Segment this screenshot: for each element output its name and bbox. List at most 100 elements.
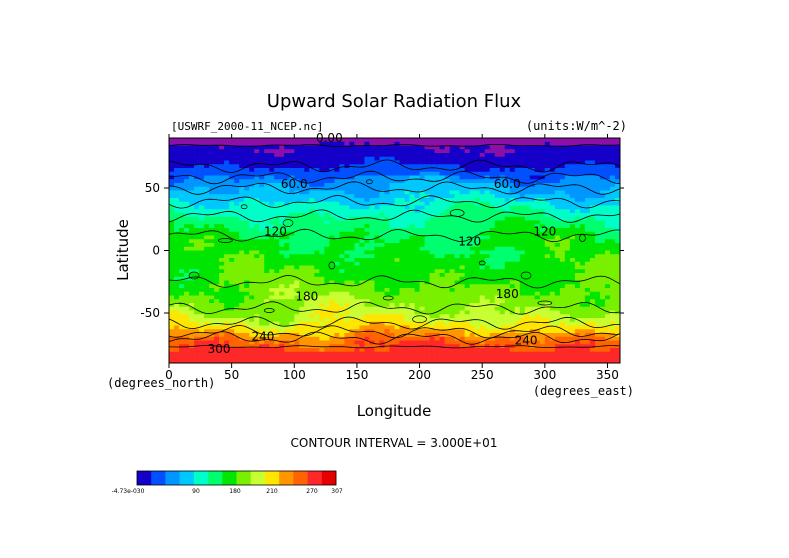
- heatmap-cell: [339, 186, 345, 191]
- heatmap-cell: [424, 168, 430, 173]
- heatmap-cell: [344, 276, 350, 281]
- heatmap-cell: [179, 220, 185, 225]
- heatmap-cell: [589, 224, 596, 229]
- heatmap-cell: [424, 295, 430, 300]
- heatmap-cell: [284, 265, 290, 270]
- heatmap-cell: [239, 145, 245, 150]
- heatmap-cell: [409, 318, 415, 323]
- heatmap-cell: [189, 284, 195, 289]
- heatmap-cell: [499, 314, 506, 319]
- heatmap-cell: [194, 209, 200, 214]
- heatmap-cell: [594, 145, 601, 150]
- heatmap-cell: [609, 333, 616, 338]
- heatmap-cell: [389, 261, 395, 266]
- heatmap-cell: [349, 138, 355, 143]
- heatmap-cell: [439, 265, 445, 270]
- heatmap-cell: [604, 306, 611, 311]
- heatmap-cell: [344, 168, 350, 173]
- heatmap-cell: [249, 213, 255, 218]
- heatmap-cell: [599, 261, 606, 266]
- heatmap-cell: [604, 198, 611, 203]
- heatmap-cell: [369, 213, 375, 218]
- heatmap-cell: [394, 254, 400, 259]
- heatmap-cell: [209, 344, 215, 349]
- heatmap-cell: [449, 228, 455, 233]
- heatmap-cell: [304, 318, 310, 323]
- heatmap-cell: [399, 164, 405, 169]
- heatmap-cell: [609, 299, 616, 304]
- heatmap-cell: [309, 171, 315, 176]
- heatmap-cell: [414, 280, 420, 285]
- heatmap-cell: [434, 258, 440, 263]
- heatmap-cell: [349, 145, 355, 150]
- heatmap-cell: [214, 156, 220, 161]
- heatmap-cell: [504, 269, 511, 274]
- heatmap-cell: [479, 258, 486, 263]
- heatmap-cell: [384, 194, 390, 199]
- heatmap-cell: [459, 201, 465, 206]
- heatmap-cell: [334, 303, 340, 308]
- heatmap-cell: [439, 228, 445, 233]
- heatmap-cell: [309, 288, 315, 293]
- heatmap-cell: [484, 168, 491, 173]
- heatmap-cell: [229, 205, 235, 210]
- heatmap-cell: [434, 288, 440, 293]
- heatmap-cell: [379, 258, 385, 263]
- heatmap-cell: [609, 160, 616, 165]
- heatmap-cell: [259, 156, 265, 161]
- heatmap-cell: [499, 291, 506, 296]
- heatmap-cell: [609, 303, 616, 308]
- heatmap-cell: [279, 228, 285, 233]
- heatmap-cell: [494, 138, 501, 143]
- heatmap-cell: [499, 310, 506, 315]
- heatmap-cell: [574, 194, 581, 199]
- heatmap-cell: [414, 299, 420, 304]
- heatmap-cell: [174, 141, 180, 146]
- heatmap-cell: [594, 205, 601, 210]
- heatmap-cell: [189, 216, 195, 221]
- heatmap-cell: [229, 149, 235, 154]
- heatmap-cell: [534, 288, 541, 293]
- heatmap-cell: [364, 224, 370, 229]
- heatmap-cell: [424, 224, 430, 229]
- heatmap-cell: [599, 291, 606, 296]
- heatmap-cell: [364, 201, 370, 206]
- heatmap-cell: [379, 288, 385, 293]
- heatmap-cell: [394, 171, 400, 176]
- heatmap-cell: [384, 314, 390, 319]
- heatmap-cell: [179, 198, 185, 203]
- heatmap-cell: [489, 306, 496, 311]
- heatmap-cell: [204, 329, 210, 334]
- heatmap-cell: [614, 246, 621, 251]
- heatmap-cell: [444, 295, 450, 300]
- heatmap-cell: [309, 160, 315, 165]
- heatmap-cell: [499, 149, 506, 154]
- heatmap-cell: [379, 138, 385, 143]
- heatmap-cell: [519, 194, 526, 199]
- heatmap-cell: [284, 280, 290, 285]
- heatmap-cell: [329, 329, 335, 334]
- heatmap-cell: [564, 201, 571, 206]
- heatmap-cell: [514, 291, 521, 296]
- heatmap-cell: [454, 284, 460, 289]
- heatmap-cell: [409, 156, 415, 161]
- heatmap-cell: [439, 276, 445, 281]
- heatmap-cell: [319, 168, 325, 173]
- heatmap-cell: [179, 141, 185, 146]
- heatmap-cell: [219, 160, 225, 165]
- heatmap-cell: [424, 254, 430, 259]
- heatmap-cell: [334, 288, 340, 293]
- heatmap-cell: [509, 269, 516, 274]
- heatmap-cell: [539, 179, 546, 184]
- heatmap-cell: [504, 333, 511, 338]
- heatmap-cell: [534, 231, 541, 236]
- heatmap-cell: [329, 261, 335, 266]
- heatmap-cell: [344, 194, 350, 199]
- heatmap-cell: [384, 246, 390, 251]
- heatmap-cell: [314, 288, 320, 293]
- heatmap-cell: [574, 205, 581, 210]
- heatmap-cell: [344, 220, 350, 225]
- heatmap-cell: [399, 288, 405, 293]
- heatmap-cell: [344, 284, 350, 289]
- heatmap-cell: [389, 224, 395, 229]
